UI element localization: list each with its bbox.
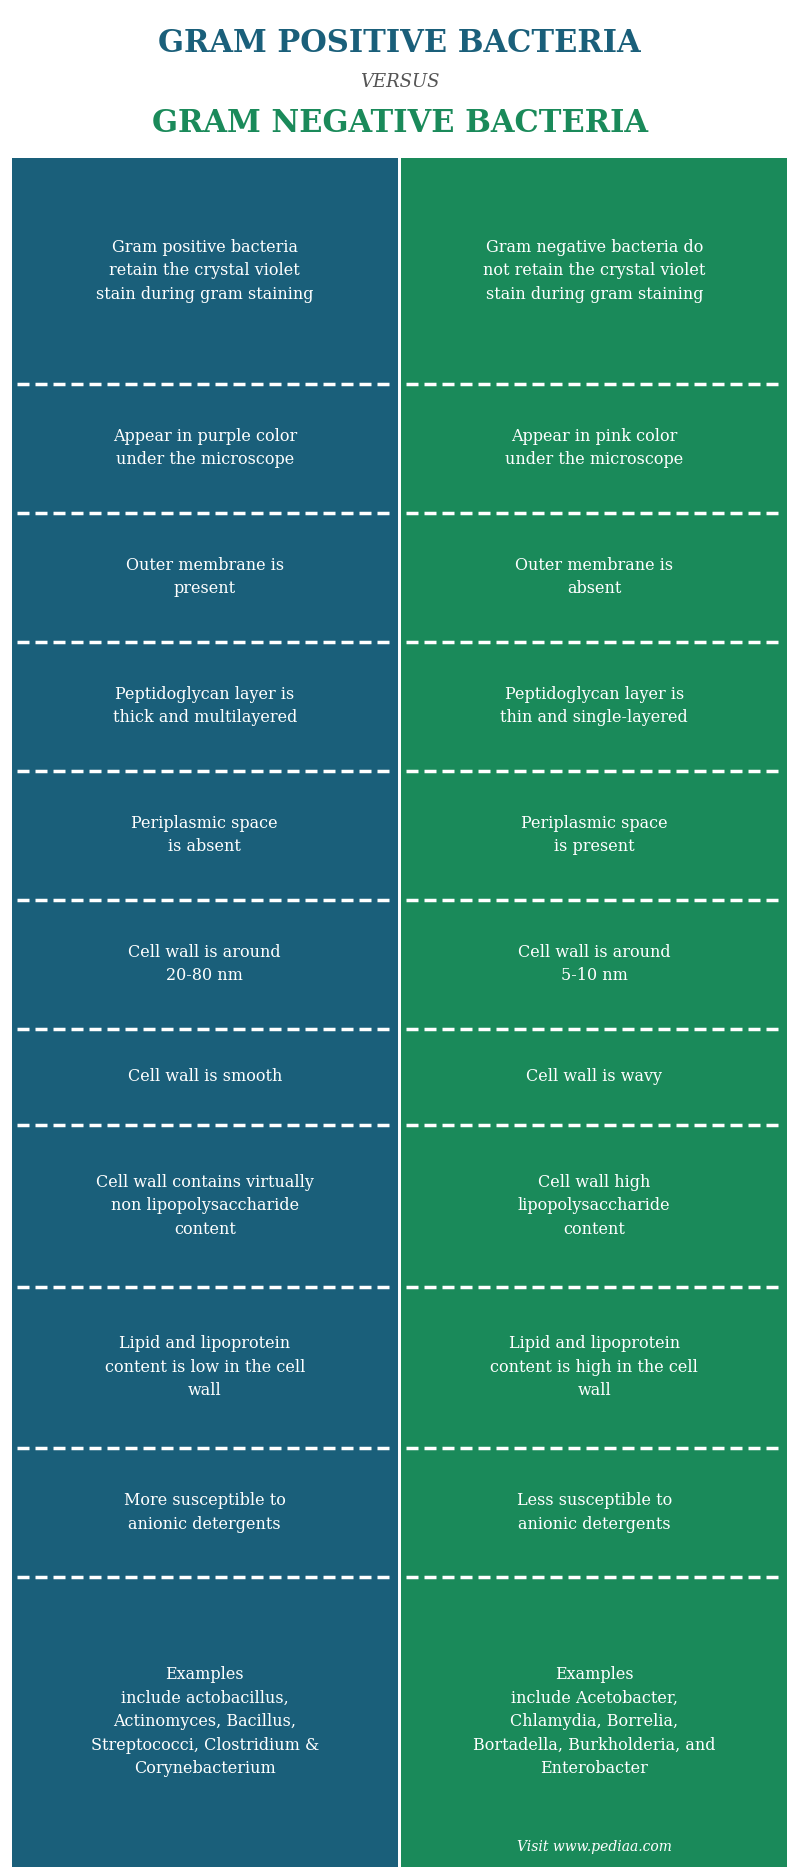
Text: Cell wall high
lipopolysaccharide
content: Cell wall high lipopolysaccharide conten…: [518, 1174, 670, 1237]
Bar: [12, 1577, 397, 1867]
Bar: [12, 159, 397, 383]
Text: GRAM NEGATIVE BACTERIA: GRAM NEGATIVE BACTERIA: [152, 108, 647, 138]
Bar: [12, 512, 397, 641]
Bar: [402, 159, 787, 383]
Text: Examples
include Acetobacter,
Chlamydia, Borrelia,
Bortadella, Burkholderia, and: Examples include Acetobacter, Chlamydia,…: [473, 1667, 715, 1777]
Bar: [12, 641, 397, 770]
Bar: [402, 512, 787, 641]
Text: Periplasmic space
is present: Periplasmic space is present: [521, 815, 667, 856]
Bar: [402, 1028, 787, 1125]
Text: Gram positive bacteria
retain the crystal violet
stain during gram staining: Gram positive bacteria retain the crysta…: [96, 239, 313, 303]
Bar: [402, 1286, 787, 1448]
Bar: [12, 383, 397, 512]
Text: More susceptible to
anionic detergents: More susceptible to anionic detergents: [124, 1491, 286, 1533]
Bar: [402, 1125, 787, 1286]
Text: Cell wall is wavy: Cell wall is wavy: [527, 1069, 662, 1086]
Text: Lipid and lipoprotein
content is low in the cell
wall: Lipid and lipoprotein content is low in …: [105, 1334, 305, 1400]
Bar: [12, 1028, 397, 1125]
Text: GRAM POSITIVE BACTERIA: GRAM POSITIVE BACTERIA: [158, 28, 641, 60]
Text: Appear in purple color
under the microscope: Appear in purple color under the microsc…: [113, 428, 297, 469]
Text: Lipid and lipoprotein
content is high in the cell
wall: Lipid and lipoprotein content is high in…: [491, 1334, 698, 1400]
Text: Examples
include actobacillus,
Actinomyces, Bacillus,
Streptococci, Clostridium : Examples include actobacillus, Actinomyc…: [90, 1667, 319, 1777]
Bar: [402, 1448, 787, 1577]
Bar: [402, 641, 787, 770]
Bar: [12, 899, 397, 1028]
Text: Peptidoglycan layer is
thick and multilayered: Peptidoglycan layer is thick and multila…: [113, 686, 297, 727]
Text: Cell wall is smooth: Cell wall is smooth: [128, 1069, 282, 1086]
Bar: [12, 1286, 397, 1448]
Text: Gram negative bacteria do
not retain the crystal violet
stain during gram staini: Gram negative bacteria do not retain the…: [483, 239, 706, 303]
Text: Less susceptible to
anionic detergents: Less susceptible to anionic detergents: [517, 1491, 672, 1533]
Text: Visit www.pediaa.com: Visit www.pediaa.com: [517, 1839, 672, 1854]
Bar: [402, 770, 787, 899]
Bar: [12, 1125, 397, 1286]
Bar: [402, 1577, 787, 1867]
Bar: [402, 899, 787, 1028]
Text: Cell wall is around
20-80 nm: Cell wall is around 20-80 nm: [129, 944, 281, 985]
Text: Outer membrane is
present: Outer membrane is present: [125, 557, 284, 598]
Bar: [402, 383, 787, 512]
Text: Appear in pink color
under the microscope: Appear in pink color under the microscop…: [505, 428, 683, 469]
Text: VERSUS: VERSUS: [360, 73, 439, 92]
Text: Cell wall is around
5-10 nm: Cell wall is around 5-10 nm: [518, 944, 670, 985]
Bar: [12, 1448, 397, 1577]
Text: Periplasmic space
is absent: Periplasmic space is absent: [132, 815, 278, 856]
Text: Peptidoglycan layer is
thin and single-layered: Peptidoglycan layer is thin and single-l…: [500, 686, 688, 727]
Bar: [12, 770, 397, 899]
Text: Outer membrane is
absent: Outer membrane is absent: [515, 557, 674, 598]
Text: Cell wall contains virtually
non lipopolysaccharide
content: Cell wall contains virtually non lipopol…: [96, 1174, 314, 1237]
